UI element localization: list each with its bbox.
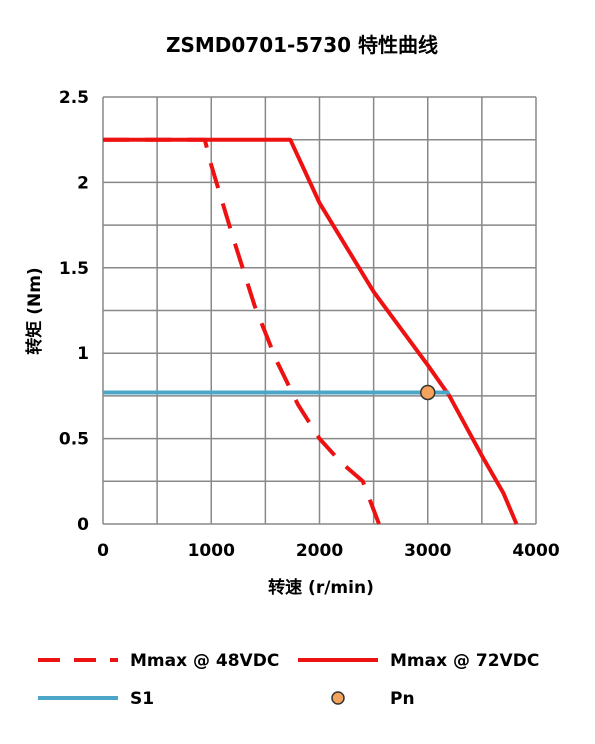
legend-label: Mmax @ 72VDC: [390, 651, 539, 671]
y-axis-label: 转矩 (Nm): [24, 267, 45, 354]
legend-swatch: [331, 691, 345, 705]
data-point-pn: [420, 384, 436, 401]
legend-item: Pn: [331, 689, 415, 709]
legend-label: Pn: [390, 689, 415, 709]
series-line-mmax-72vdc: [103, 137, 519, 525]
legend-item: S1: [38, 689, 154, 709]
x-tick-label: 2000: [296, 541, 343, 561]
y-tick-label: 2: [77, 173, 89, 193]
y-tick-label: 1.5: [59, 259, 89, 279]
y-tick-label: 0: [77, 515, 89, 535]
series-lines: [103, 137, 519, 525]
x-tick-label: 0: [97, 541, 109, 561]
y-tick-label: 1: [77, 344, 89, 364]
tick-labels: 0 1000 2000 3000 4000 0 0.5 1 1.5 2 2.5: [59, 88, 560, 561]
x-tick-label: 1000: [188, 541, 235, 561]
chart-title: ZSMD0701-5730 特性曲线: [166, 33, 438, 57]
y-tick-label: 0.5: [59, 430, 89, 450]
series-line-mmax-48vdc: [103, 137, 381, 525]
x-axis-label: 转速 (r/min): [268, 577, 374, 598]
legend-item: Mmax @ 72VDC: [298, 651, 539, 671]
x-tick-label: 3000: [404, 541, 451, 561]
legend-label: S1: [130, 689, 154, 709]
grid: [102, 96, 537, 525]
y-tick-label: 2.5: [59, 88, 89, 108]
legend: Mmax @ 48VDC Mmax @ 72VDC S1 Pn: [38, 651, 539, 709]
x-tick-label: 4000: [512, 541, 559, 561]
legend-item: Mmax @ 48VDC: [38, 651, 279, 671]
legend-label: Mmax @ 48VDC: [130, 651, 279, 671]
